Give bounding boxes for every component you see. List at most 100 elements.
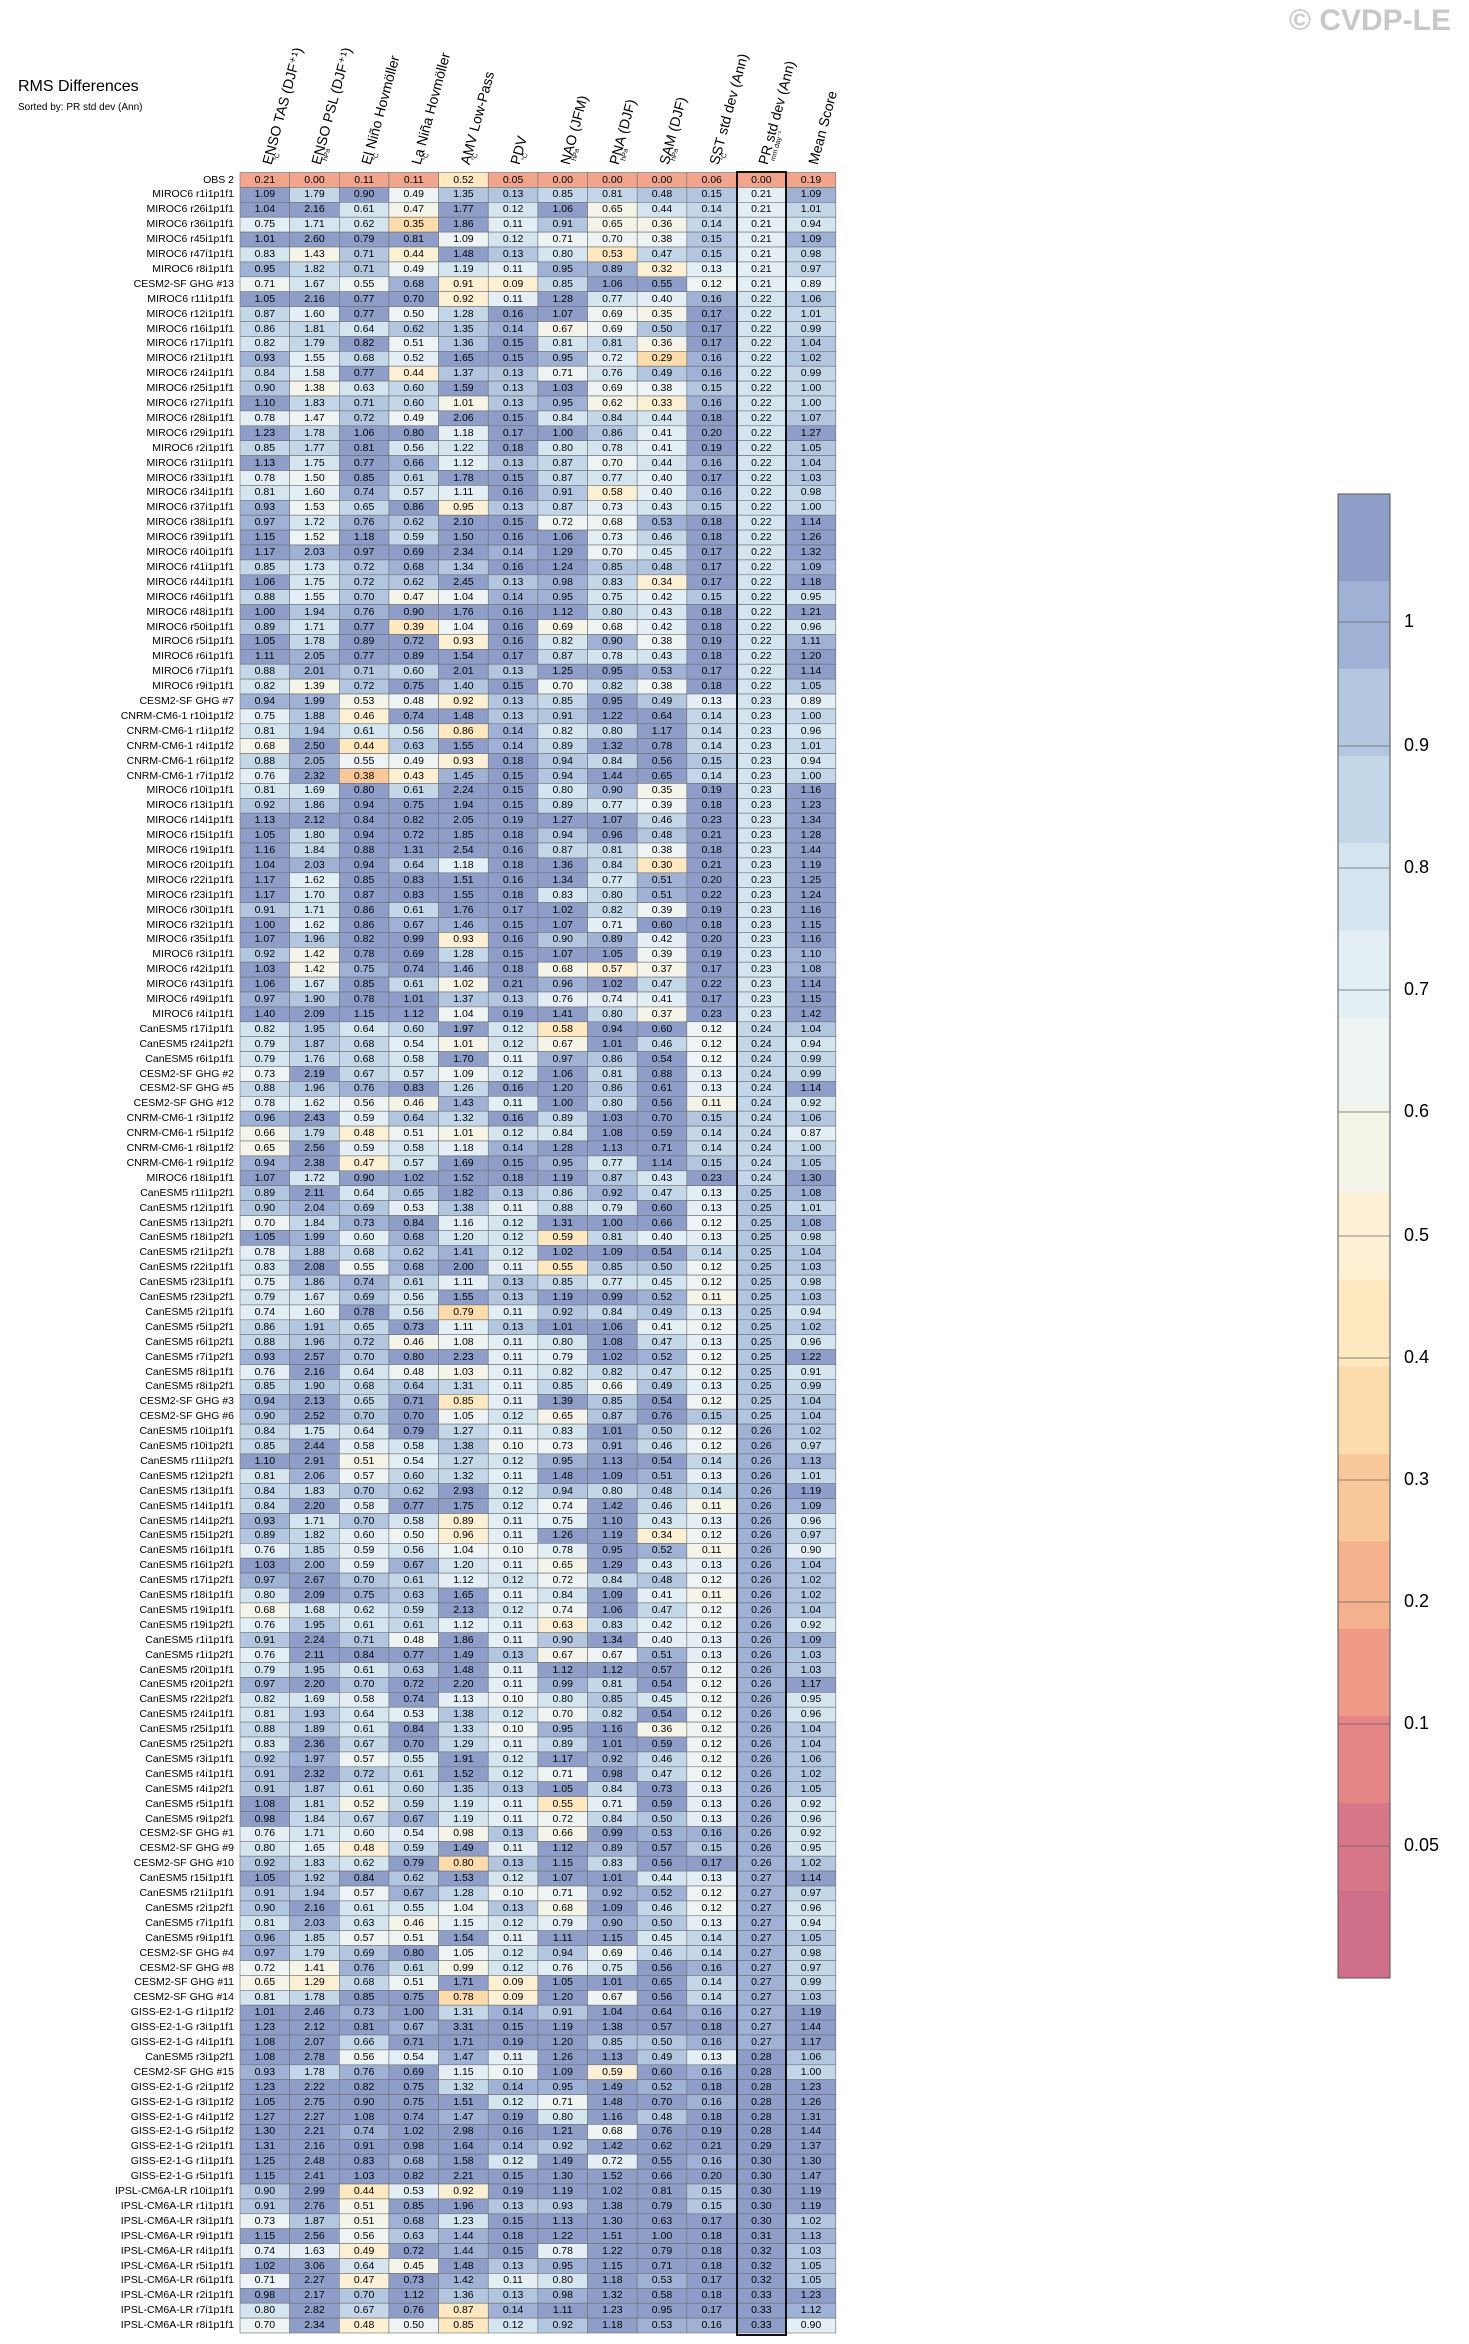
row-label: MIROC6 r41i1p1f1 (146, 560, 234, 573)
colorbar-segment (1338, 494, 1390, 582)
row-label: CanESM5 r20i1p2f1 (139, 1678, 234, 1691)
row-label: CanESM5 r10i1p2f1 (139, 1440, 234, 1452)
colorbar-segment (1338, 668, 1390, 757)
row-label: GISS-E2-1-G r4i1p1f2 (130, 2110, 234, 2123)
row-label: CESM2-SF GHG #15 (133, 2065, 234, 2078)
row-label: CESM2-SF GHG #4 (139, 1946, 234, 1959)
row-label: MIROC6 r2i1p1f1 (152, 441, 234, 454)
row-label: MIROC6 r49i1p1f1 (146, 993, 234, 1005)
row-label: MIROC6 r27i1p1f1 (146, 397, 234, 409)
row-label: MIROC6 r30i1p1f1 (146, 903, 234, 916)
row-label: MIROC6 r21i1p1f1 (146, 352, 234, 365)
colorbar-tick-label: 0.7 (1404, 979, 1430, 999)
row-label: CanESM5 r24i1p1f1 (139, 1708, 234, 1721)
row-label: CanESM5 r4i1p1f1 (145, 1767, 234, 1780)
colorbar-segment (1338, 1454, 1390, 1543)
row-label: CanESM5 r8i1p1f1 (145, 1365, 234, 1378)
colorbar-segment (1338, 1628, 1390, 1717)
row-label: CanESM5 r13i1p2f1 (139, 1216, 234, 1229)
row-label: GISS-E2-1-G r2i1p1f1 (130, 2140, 234, 2153)
row-label: CanESM5 r8i1p2f1 (145, 1380, 234, 1393)
row-label: CESM2-SF GHG #6 (139, 1410, 234, 1423)
row-label: CanESM5 r6i1p2f1 (145, 1335, 234, 1348)
row-label: CanESM5 r12i1p2f1 (139, 1469, 234, 1482)
row-label: CNRM-CM6-1 r9i1p1f2 (126, 1156, 234, 1169)
row-label: CNRM-CM6-1 r8i1p1f2 (126, 1142, 234, 1154)
colorbar-tick-label: 0.8 (1404, 857, 1430, 877)
row-label: MIROC6 r17i1p1f1 (146, 337, 234, 350)
row-label: MIROC6 r5i1p1f1 (152, 635, 234, 648)
colorbar-tick-label: 0.3 (1404, 1469, 1430, 1489)
row-label: CNRM-CM6-1 r1i1p1f2 (126, 724, 234, 737)
row-label: MIROC6 r12i1p1f1 (146, 307, 234, 320)
row-label: IPSL-CM6A-LR r4i1p1f1 (120, 2244, 234, 2257)
row-label: CanESM5 r15i1p1f1 (139, 1872, 234, 1885)
row-label: MIROC6 r4i1p1f1 (152, 1007, 234, 1020)
row-label: MIROC6 r34i1p1f1 (146, 486, 234, 499)
row-label: GISS-E2-1-G r3i1p1f2 (130, 2095, 234, 2108)
row-label: CanESM5 r14i1p2f1 (139, 1514, 234, 1527)
row-label: CESM2-SF GHG #8 (139, 1961, 234, 1974)
row-label: CanESM5 r21i1p1f1 (139, 1887, 234, 1899)
row-label: CanESM5 r7i1p2f1 (145, 1350, 234, 1363)
row-label: CanESM5 r18i1p1f1 (139, 1589, 234, 1601)
row-label: CanESM5 r1i1p1f1 (145, 1633, 234, 1646)
row-label: MIROC6 r31i1p1f1 (146, 456, 234, 469)
row-label: CESM2-SF GHG #12 (133, 1097, 234, 1110)
colorbar-segment (1338, 1803, 1390, 1892)
chart-title: RMS Differences (18, 78, 139, 95)
row-label: CanESM5 r9i1p1f1 (145, 1931, 234, 1944)
row-label: CanESM5 r23i1p2f1 (139, 1291, 234, 1303)
row-label: GISS-E2-1-G r4i1p1f1 (130, 2036, 234, 2048)
row-label: CanESM5 r12i1p1f1 (139, 1201, 234, 1214)
row-label: MIROC6 r26i1p1f1 (146, 203, 234, 216)
row-label: CanESM5 r5i1p2f1 (145, 1320, 234, 1333)
row-label: MIROC6 r29i1p1f1 (146, 426, 234, 439)
row-label: CNRM-CM6-1 r3i1p1f2 (126, 1112, 234, 1125)
colorbar-segment (1338, 1366, 1390, 1455)
row-label: CanESM5 r2i1p2f1 (145, 1901, 234, 1914)
colorbar-tick-label: 1 (1404, 611, 1415, 631)
row-label: CESM2-SF GHG #7 (139, 695, 234, 707)
row-label: CanESM5 r2i1p1f1 (145, 1305, 234, 1318)
row-label: MIROC6 r1i1p1f1 (152, 188, 234, 201)
row-label: MIROC6 r38i1p1f1 (146, 516, 234, 529)
row-label: CESM2-SF GHG #5 (139, 1082, 234, 1095)
row-label: CESM2-SF GHG #14 (133, 1991, 234, 2004)
row-label: CanESM5 r25i1p2f1 (139, 1738, 234, 1750)
colorbar-tick-label: 0.9 (1404, 735, 1430, 755)
row-label: CESM2-SF GHG #2 (139, 1067, 234, 1080)
row-label: CESM2-SF GHG #3 (139, 1395, 234, 1408)
row-label: GISS-E2-1-G r1i1p1f1 (130, 2155, 234, 2168)
row-label: CanESM5 r15i1p2f1 (139, 1529, 234, 1542)
row-label: IPSL-CM6A-LR r9i1p1f1 (120, 2229, 234, 2242)
row-label: MIROC6 r19i1p1f1 (146, 844, 234, 856)
row-label: IPSL-CM6A-LR r6i1p1f1 (120, 2274, 234, 2287)
row-label: CanESM5 r17i1p2f1 (139, 1574, 234, 1587)
row-label: CanESM5 r19i1p2f1 (139, 1618, 234, 1631)
colorbar-tick-label: 0.2 (1404, 1591, 1430, 1611)
colorbar-tick-label: 0.05 (1404, 1835, 1440, 1855)
row-label: CanESM5 r9i1p2f1 (145, 1812, 234, 1825)
row-label: GISS-E2-1-G r3i1p1f1 (130, 2021, 234, 2034)
colorbar-tick-label: 0.1 (1404, 1713, 1430, 1733)
row-label: MIROC6 r33i1p1f1 (146, 471, 234, 484)
row-label: MIROC6 r35i1p1f1 (146, 933, 234, 946)
row-label: CanESM5 r16i1p1f1 (139, 1544, 234, 1557)
row-label: CanESM5 r6i1p1f1 (145, 1052, 234, 1065)
row-label: CanESM5 r7i1p1f1 (145, 1916, 234, 1929)
row-label: GISS-E2-1-G r1i1p1f2 (130, 2006, 234, 2019)
colorbar-tick-label: 0.5 (1404, 1225, 1430, 1245)
row-label: IPSL-CM6A-LR r10i1p1f1 (114, 2185, 234, 2197)
row-label: CNRM-CM6-1 r5i1p1f2 (126, 1127, 234, 1140)
row-label: MIROC6 r48i1p1f1 (146, 605, 234, 618)
row-label: MIROC6 r20i1p1f1 (146, 858, 234, 871)
row-label: MIROC6 r25i1p1f1 (146, 382, 234, 395)
row-label: CanESM5 r16i1p2f1 (139, 1559, 234, 1572)
colorbar-tick-label: 0.4 (1404, 1347, 1430, 1367)
row-label: CanESM5 r25i1p1f1 (139, 1723, 234, 1736)
row-label: CESM2-SF GHG #10 (133, 1857, 234, 1870)
row-label: CanESM5 r22i1p2f1 (139, 1693, 234, 1706)
colorbar-segment (1338, 930, 1390, 1019)
